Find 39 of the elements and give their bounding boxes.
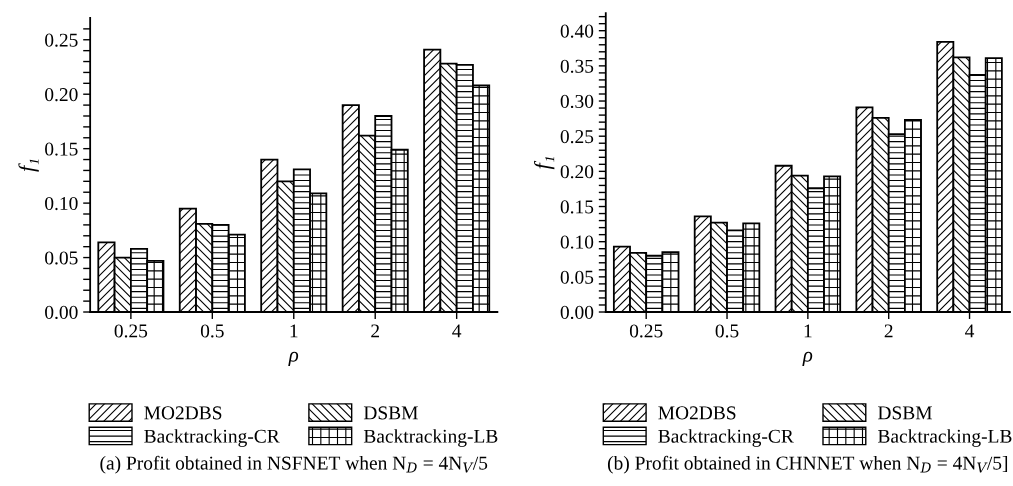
legend-label: Backtracking-CR [658,429,794,447]
x-tick-label: 0.25 [114,324,148,338]
y-tick-label: 0.05 [45,251,78,265]
legend-label: Backtracking-LB [363,429,498,447]
y-tick-label: 0.35 [560,59,594,73]
x-axis-title: ρ [288,351,299,366]
x-tick-label: 2 [371,324,379,338]
y-tick-label: 0.25 [560,130,594,144]
y-tick-label: 0.20 [560,165,594,179]
x-tick-label: 4 [452,324,462,338]
y-tick-label: 0.20 [45,88,78,102]
x-tick-label: 0.5 [200,324,224,338]
y-tick-label: 0.15 [560,200,594,214]
x-axis-title: ρ [802,351,813,366]
y-tick-label: 0.00 [45,305,78,320]
y-tick-label: 0.25 [45,33,78,47]
x-tick-label: 0.5 [715,324,739,338]
y-tick-label: 0.10 [45,196,78,211]
legend-label: DSBM [878,406,932,420]
text: (a) Profit obtained in NSFNET when N$_{D}$ = 4N$_{V}$/5 [100,455,488,474]
legend-label: MO2DBS [144,406,222,420]
y-tick-label: 0.30 [560,94,594,109]
x-tick-label: 2 [884,324,893,338]
legend-label: Backtracking-LB [878,429,1012,447]
legend-label: Backtracking-CR [144,429,280,447]
x-tick-label: 1 [804,324,812,338]
y-tick-label: 0.00 [560,305,594,320]
y-axis-title: f₁ [18,159,39,172]
legend-label: DSBM [363,406,418,420]
y-axis-title: f₁ [534,157,555,170]
x-tick-label: 0.25 [629,324,663,338]
x-tick-label: 1 [290,324,298,338]
legend-label: MO2DBS [658,406,736,420]
y-tick-label: 0.10 [560,235,594,249]
y-tick-label: 0.40 [560,24,594,38]
y-tick-label: 0.05 [560,270,594,284]
text: (b) Profit obtained in CHNNET when N$_{D}$ = 4N$_{V}$/5] [607,455,1008,474]
y-tick-label: 0.15 [45,142,78,156]
x-tick-label: 4 [965,324,975,338]
